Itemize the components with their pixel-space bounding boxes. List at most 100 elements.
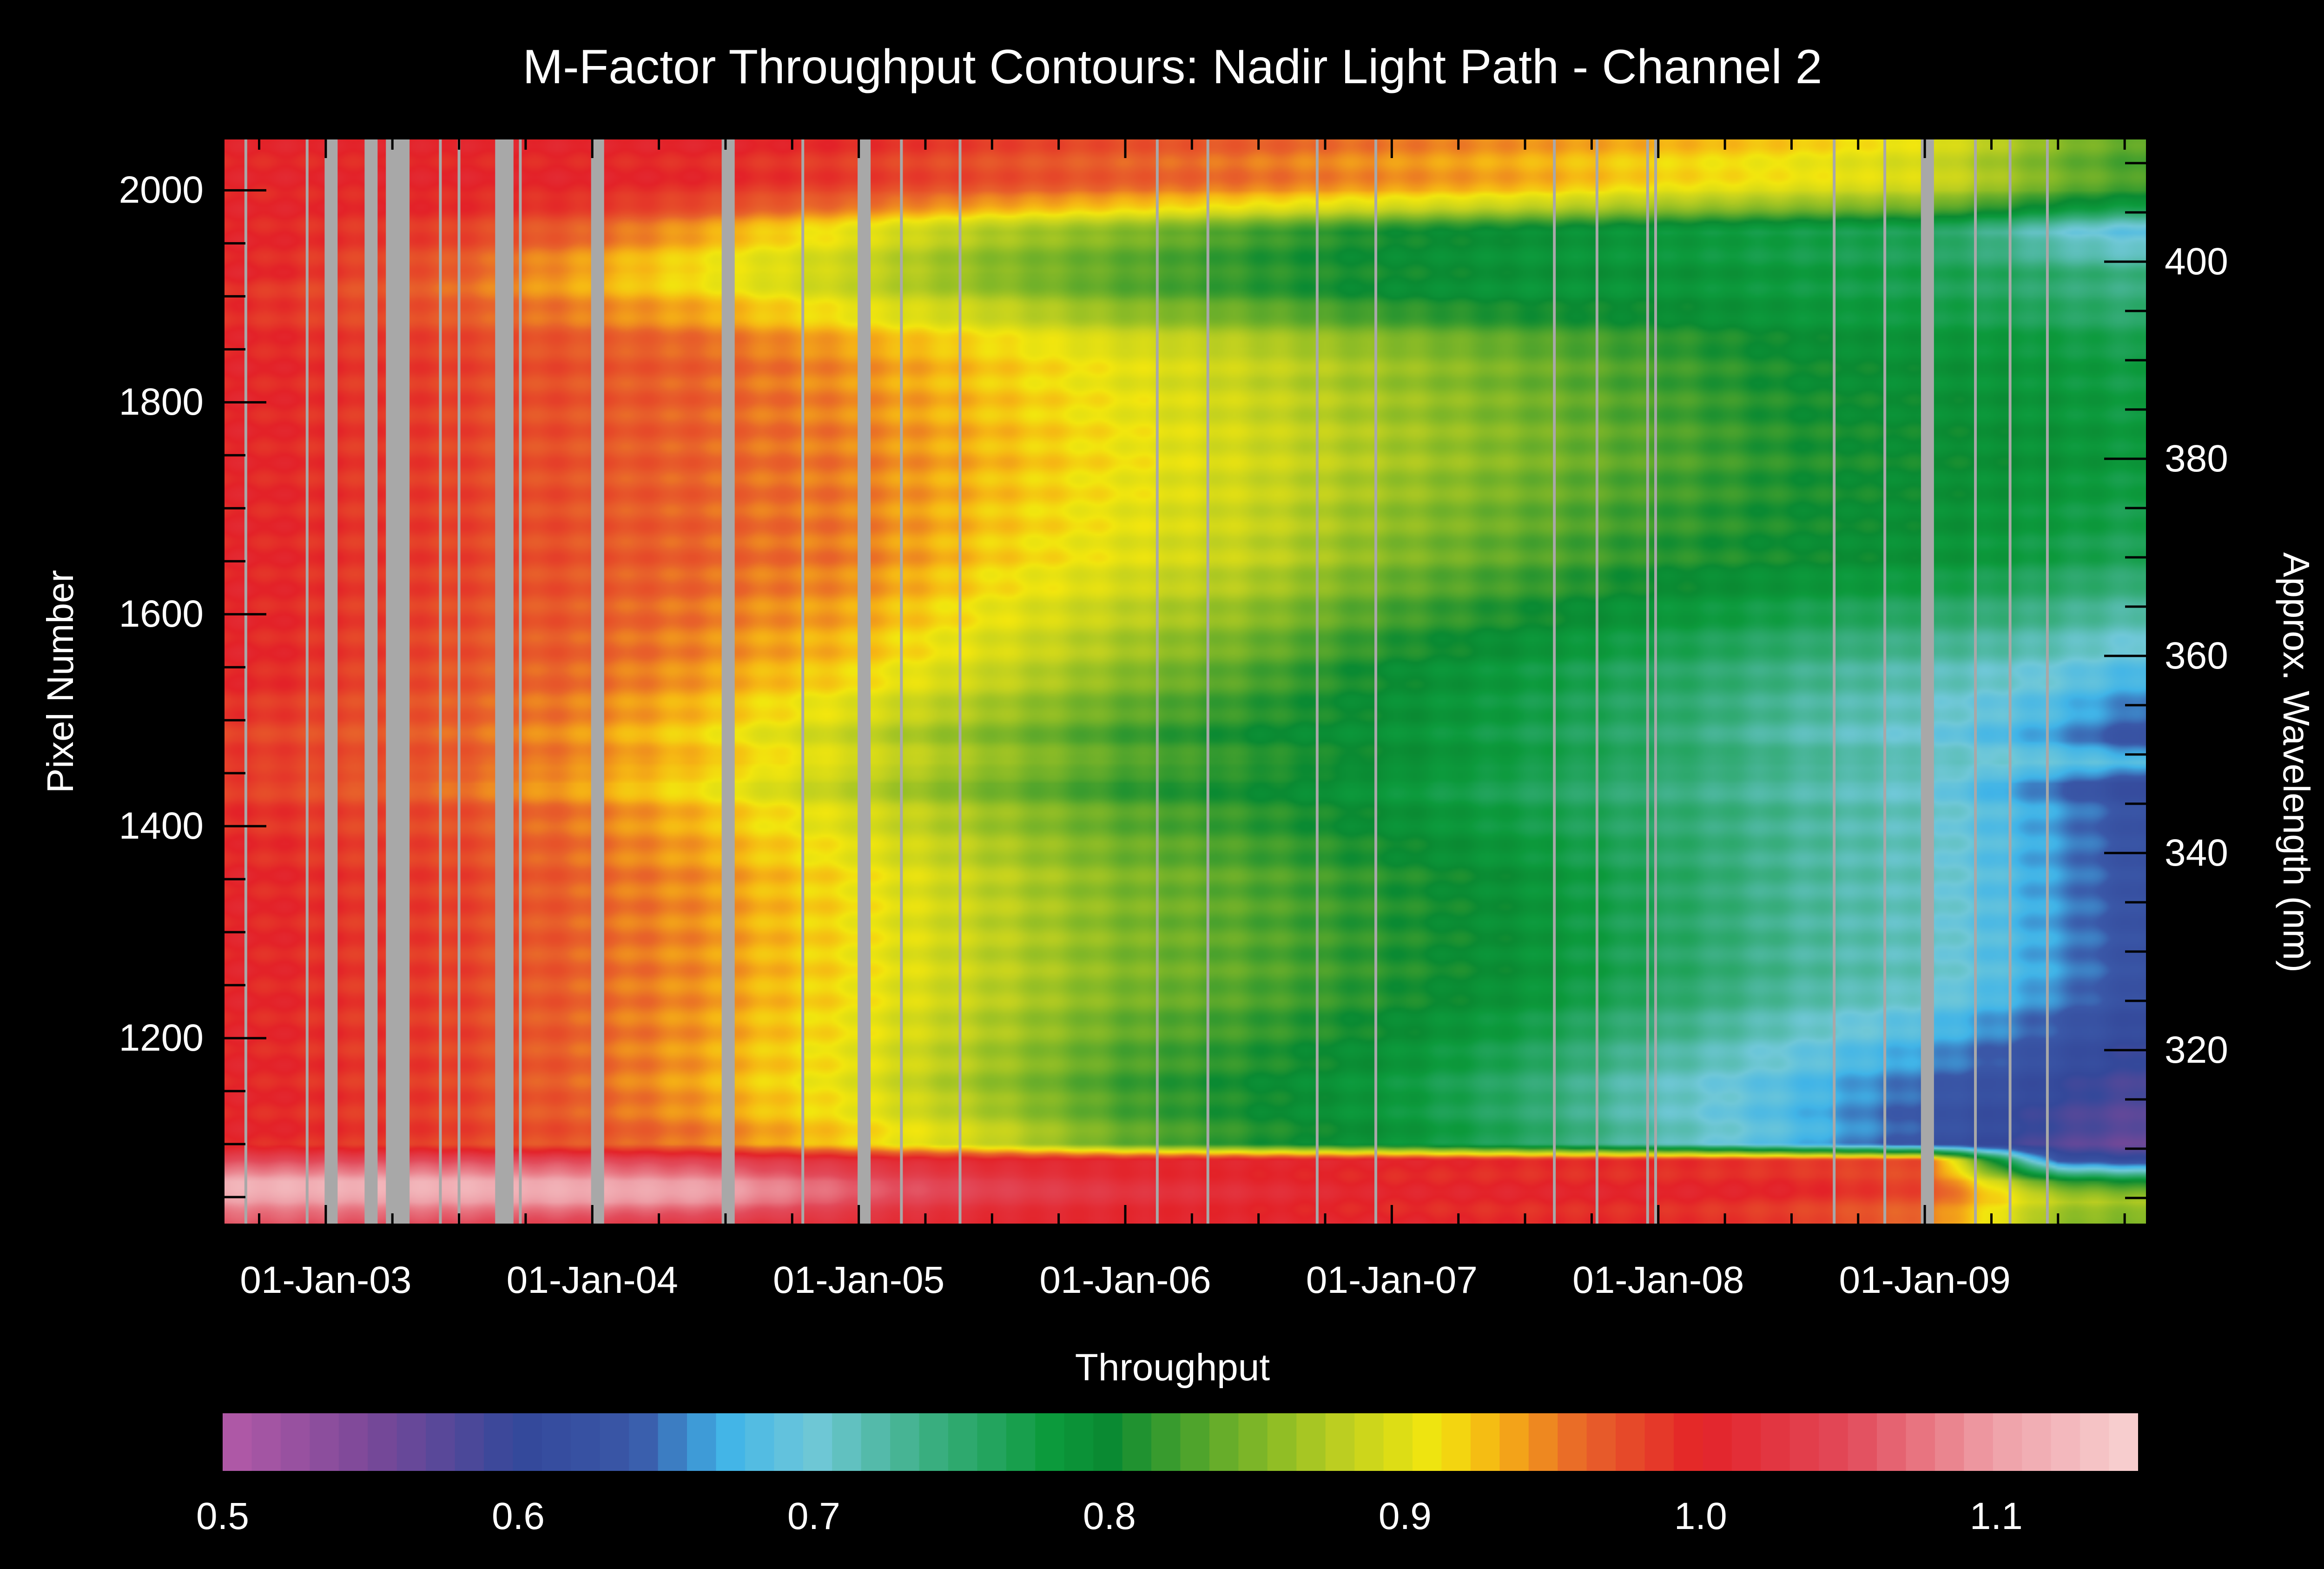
x-tick-label: 01-Jan-03 (240, 1259, 412, 1301)
colorbar-swatch (919, 1413, 949, 1471)
colorbar-swatch (861, 1413, 891, 1471)
colorbar-swatch (2080, 1413, 2110, 1471)
colorbar-swatch (1238, 1413, 1268, 1471)
data-gap-thin (1155, 139, 1159, 1224)
data-gap-thin (439, 139, 442, 1224)
plot-overlay (224, 139, 2146, 1224)
colorbar-swatch (280, 1413, 310, 1471)
colorbar-tick-label: 0.7 (787, 1495, 840, 1537)
data-gap (324, 139, 338, 1224)
data-gap-thin (1595, 139, 1598, 1224)
colorbar-tick-label: 0.8 (1083, 1495, 1136, 1537)
y-tick-label: 1200 (119, 1017, 204, 1059)
data-gap (591, 139, 604, 1224)
colorbar-swatch (1731, 1413, 1762, 1471)
colorbar-swatch (483, 1413, 514, 1471)
colorbar-swatch (1964, 1413, 1994, 1471)
colorbar-swatch (1325, 1413, 1355, 1471)
colorbar-swatch (223, 1413, 252, 1471)
data-gap-thin (1553, 139, 1556, 1224)
data-gap-thin (1315, 139, 1319, 1224)
y2-axis-label: Approx. Wavelength (nm) (2276, 552, 2317, 973)
data-gap-thin (1883, 139, 1887, 1224)
colorbar-swatch (396, 1413, 427, 1471)
colorbar-swatch (426, 1413, 456, 1471)
colorbar-title: Throughput (1075, 1346, 1270, 1389)
colorbar-swatch (1499, 1413, 1529, 1471)
data-gap (858, 139, 871, 1224)
data-gap (364, 139, 378, 1224)
colorbar-tick-label: 0.6 (491, 1495, 545, 1537)
colorbar-swatch (1703, 1413, 1732, 1471)
colorbar-swatch (368, 1413, 397, 1471)
colorbar-swatch (716, 1413, 746, 1471)
data-gap-thin (1646, 139, 1649, 1224)
colorbar-swatch (338, 1413, 369, 1471)
colorbar-swatch (1848, 1413, 1878, 1471)
colorbar-swatch (513, 1413, 542, 1471)
colorbar-swatch (1064, 1413, 1094, 1471)
colorbar-swatch (1470, 1413, 1500, 1471)
colorbar-swatch (1296, 1413, 1326, 1471)
colorbar-swatch (600, 1413, 630, 1471)
y-axis-label: Pixel Number (40, 569, 81, 794)
colorbar-swatch (629, 1413, 659, 1471)
colorbar-swatch (1151, 1413, 1181, 1471)
colorbar-swatch (745, 1413, 775, 1471)
colorbar-swatch (1789, 1413, 1820, 1471)
colorbar-swatch (1413, 1413, 1442, 1471)
x-tick-label: 01-Jan-08 (1572, 1259, 1744, 1301)
data-gap-thin (900, 139, 903, 1224)
colorbar-swatch (1906, 1413, 1935, 1471)
y-tick-label: 1800 (119, 381, 204, 424)
x-tick-label: 01-Jan-04 (506, 1259, 678, 1301)
colorbar-swatch (1093, 1413, 1123, 1471)
colorbar-swatch (948, 1413, 978, 1471)
colorbar-swatch (251, 1413, 281, 1471)
y2-tick-label: 340 (2165, 831, 2228, 874)
colorbar-swatch (890, 1413, 920, 1471)
chart-title: M-Factor Throughput Contours: Nadir Ligh… (522, 40, 1822, 94)
colorbar (223, 1413, 2138, 1471)
data-gap-thin (2046, 139, 2049, 1224)
colorbar-swatch (2022, 1413, 2052, 1471)
colorbar-tick-label: 0.9 (1378, 1495, 1432, 1537)
colorbar-swatch (803, 1413, 833, 1471)
data-gap-thin (519, 139, 522, 1224)
colorbar-swatch (1673, 1413, 1703, 1471)
colorbar-swatch (774, 1413, 804, 1471)
heatmap (224, 139, 2146, 1224)
colorbar-swatch (658, 1413, 688, 1471)
colorbar-tick-label: 1.0 (1674, 1495, 1727, 1537)
y-tick-label: 2000 (119, 169, 204, 212)
colorbar-swatch (1616, 1413, 1645, 1471)
colorbar-swatch (1383, 1413, 1413, 1471)
colorbar-swatch (1819, 1413, 1849, 1471)
data-gap-thin (1206, 139, 1209, 1224)
x-tick-label: 01-Jan-06 (1039, 1259, 1211, 1301)
colorbar-swatch (1267, 1413, 1297, 1471)
y-tick-label: 1600 (119, 593, 204, 636)
colorbar-tick-label: 1.1 (1969, 1495, 2023, 1537)
x-tick-label: 01-Jan-09 (1839, 1259, 2011, 1301)
colorbar-swatch (977, 1413, 1007, 1471)
data-gap (1921, 139, 1934, 1224)
colorbar-swatch (571, 1413, 601, 1471)
colorbar-swatch (1035, 1413, 1065, 1471)
colorbar-swatch (1586, 1413, 1617, 1471)
colorbar-swatch (1354, 1413, 1384, 1471)
data-gap (396, 139, 410, 1224)
colorbar-swatch (832, 1413, 862, 1471)
colorbar-swatch (687, 1413, 717, 1471)
y2-tick-label: 380 (2165, 437, 2228, 480)
colorbar-tick-label: 0.5 (196, 1495, 249, 1537)
x-tick-label: 01-Jan-07 (1306, 1259, 1478, 1301)
x-tick-label: 01-Jan-05 (772, 1259, 945, 1301)
data-gap-thin (244, 139, 247, 1224)
data-gap (500, 139, 514, 1224)
colorbar-swatch (2051, 1413, 2081, 1471)
data-gap-thin (1654, 139, 1657, 1224)
y2-tick-label: 320 (2165, 1028, 2228, 1071)
colorbar-swatch (1644, 1413, 1674, 1471)
colorbar-swatch (1006, 1413, 1036, 1471)
